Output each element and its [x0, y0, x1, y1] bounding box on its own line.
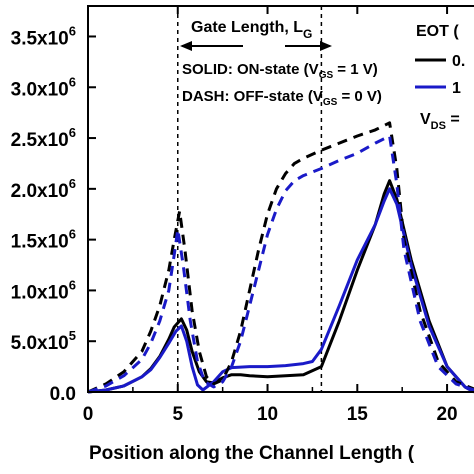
y-tick-label: 2.5x106 — [11, 125, 76, 151]
x-tick-label: 20 — [436, 404, 457, 425]
y-tick-label: 1.5x106 — [11, 227, 76, 253]
arrowhead-left-icon — [180, 41, 192, 51]
y-tick-label: 2.0x106 — [11, 176, 76, 202]
x-axis-title: Position along the Channel Length ( — [89, 443, 415, 464]
axes — [87, 5, 474, 393]
tick-layer: 0 5 10 15 20 0.0 5.0x105 1.0x106 1.5x106 2.0x106 2… — [11, 6, 458, 425]
x-tick-label: 10 — [257, 404, 278, 425]
legend-entry-1: 0. — [452, 53, 465, 70]
solid-legend-annotation: SOLID: ON-state (VGS = 1 V) — [182, 61, 378, 81]
y-tick-label: 3.5x106 — [11, 23, 76, 49]
legend: EOT ( 0. 1 VDS = — [408, 16, 474, 138]
vds-label: VDS = — [420, 111, 460, 132]
x-tick-label: 0 — [83, 404, 94, 425]
x-tick-label: 15 — [347, 404, 369, 425]
legend-entry-2: 1 — [452, 80, 461, 97]
legend-title: EOT ( — [416, 23, 459, 40]
x-tick-label: 5 — [172, 404, 183, 425]
arrowhead-right-icon — [320, 41, 332, 51]
gate-length-label: Gate Length, LG — [191, 19, 312, 41]
y-tick-label: 3.0x106 — [11, 74, 76, 100]
y-tick-label: 5.0x105 — [11, 328, 76, 354]
y-tick-label: 0.0 — [50, 384, 76, 405]
y-tick-label: 1.0x106 — [11, 277, 76, 303]
series-line-2 — [87, 121, 474, 394]
dash-legend-annotation: DASH: OFF-state (VGS = 0 V) — [182, 88, 382, 108]
gate-length-annotation: Gate Length, LG — [180, 19, 332, 51]
series-line-3 — [87, 134, 474, 394]
series-layer — [87, 121, 474, 394]
series-line-1 — [87, 187, 474, 394]
plot-frame — [87, 5, 474, 393]
